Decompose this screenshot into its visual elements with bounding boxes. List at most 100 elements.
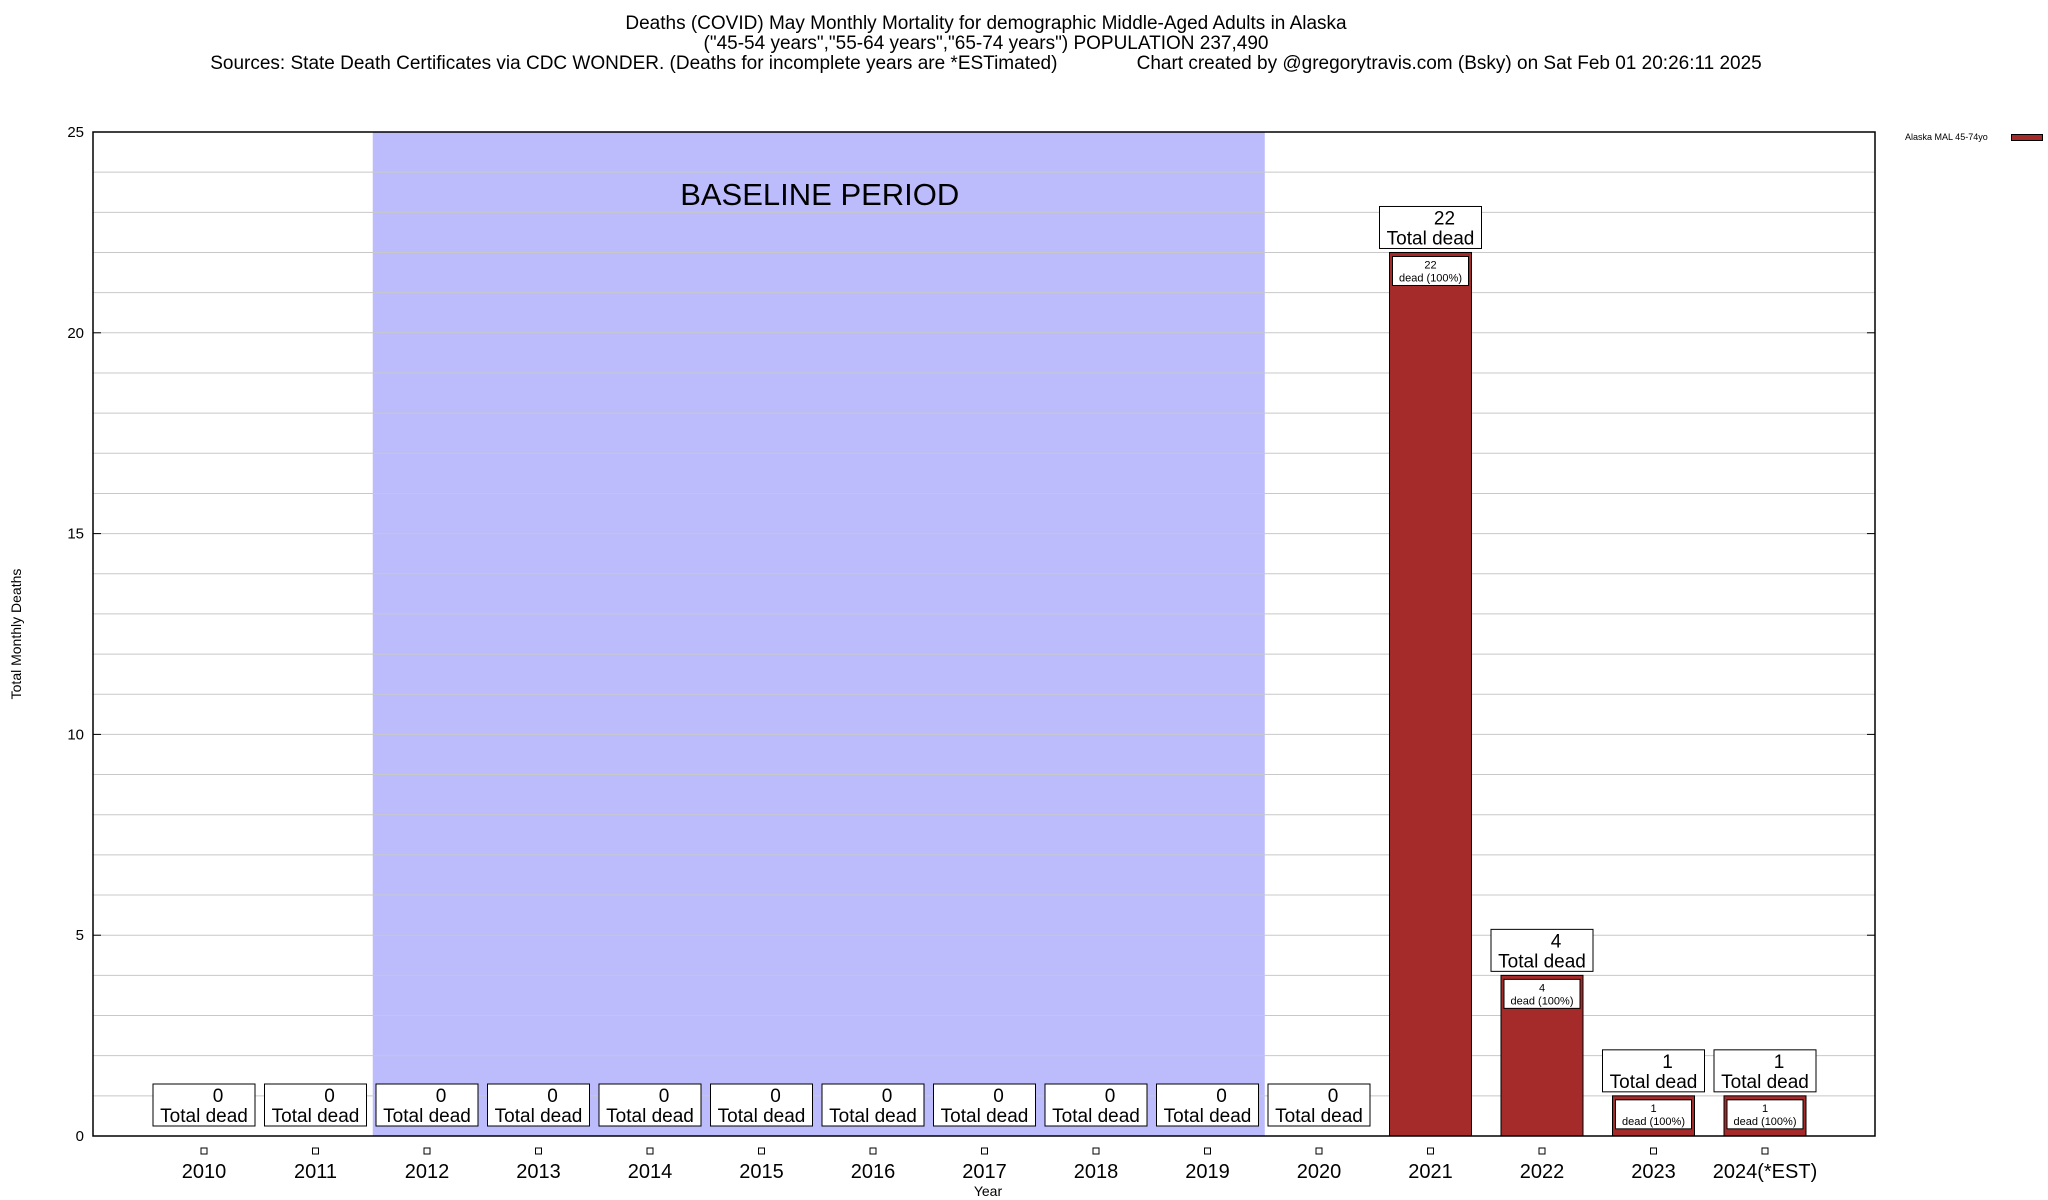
x-tick-label: 2011 [294, 1161, 337, 1183]
chart-title-line-2: ("45-54 years","55-64 years","65-74 year… [703, 33, 1269, 54]
baseline-label: BASELINE PERIOD [680, 177, 959, 212]
y-tick-label: 25 [67, 124, 84, 141]
y-tick-label: 0 [76, 1128, 84, 1145]
x-tick-marker [1761, 1147, 1769, 1155]
inner-label-text: dead (100%) [1511, 995, 1574, 1007]
total-label-text: Total dead [1721, 1072, 1809, 1093]
total-label-box [375, 1083, 479, 1127]
total-label-value: 0 [659, 1086, 670, 1107]
x-tick-marker [1538, 1147, 1546, 1155]
x-tick-marker [1204, 1147, 1211, 1155]
x-tick-label: 2012 [405, 1161, 450, 1183]
x-tick-label: 2015 [739, 1161, 784, 1183]
total-label-box [1490, 928, 1594, 972]
x-tick-marker [200, 1147, 208, 1155]
total-label-text: Total dead [1052, 1106, 1140, 1127]
x-tick-label: 2018 [1074, 1161, 1119, 1183]
x-tick-marker [535, 1147, 542, 1155]
y-axis-title: Total Monthly Deaths [8, 569, 24, 700]
total-label-box [152, 1083, 256, 1127]
x-tick-label: 2013 [516, 1161, 561, 1183]
x-tick-label: 2020 [1297, 1161, 1342, 1183]
x-tick-marker [758, 1147, 765, 1155]
total-label-value: 0 [547, 1086, 558, 1107]
total-label-text: Total dead [1387, 228, 1475, 249]
inner-label-value: 22 [1424, 259, 1436, 271]
y-tick-label: 20 [67, 325, 84, 342]
total-label-value: 0 [1328, 1086, 1339, 1107]
total-label-value: 1 [1774, 1052, 1785, 1073]
total-label-box [1379, 205, 1482, 249]
legend-swatch [2011, 134, 2043, 141]
x-tick-marker [1650, 1147, 1657, 1155]
bar [1389, 251, 1472, 1137]
total-label-text: Total dead [829, 1106, 917, 1127]
total-label-value: 0 [770, 1086, 781, 1107]
x-tick-label: 2014 [628, 1161, 673, 1183]
total-label-text: Total dead [606, 1106, 694, 1127]
total-label-box [1713, 1049, 1817, 1093]
total-label-box [598, 1083, 702, 1127]
x-axis-title: Year [974, 1183, 1003, 1199]
x-tick-label: 2021 [1408, 1161, 1453, 1183]
x-tick-label: 2023 [1631, 1161, 1676, 1183]
y-tick-label: 15 [67, 526, 84, 543]
plot-frame [92, 131, 1876, 1137]
inner-label-value: 4 [1539, 982, 1545, 994]
total-label-box [1044, 1083, 1148, 1127]
total-label-box [1602, 1049, 1705, 1093]
total-label-box [821, 1083, 925, 1127]
total-label-text: Total dead [1610, 1072, 1698, 1093]
x-tick-label: 2017 [962, 1161, 1007, 1183]
legend-label: Alaska MAL 45-74yo [1905, 132, 1988, 142]
inner-label-text: dead (100%) [1622, 1116, 1685, 1128]
total-label-text: Total dead [1164, 1106, 1252, 1127]
x-tick-marker [869, 1147, 877, 1155]
inner-label-box [1726, 1099, 1804, 1130]
x-tick-label: 2019 [1185, 1161, 1230, 1183]
total-label-box [487, 1083, 590, 1127]
chart-title-line-1: Deaths (COVID) May Monthly Mortality for… [625, 13, 1347, 34]
inner-label-box [1392, 255, 1469, 286]
x-tick-label: 2024(*EST) [1713, 1161, 1818, 1183]
total-label-box [933, 1083, 1036, 1127]
total-label-text: Total dead [1275, 1106, 1363, 1127]
total-label-text: Total dead [160, 1106, 248, 1127]
total-label-text: Total dead [941, 1106, 1029, 1127]
total-label-box [1267, 1083, 1371, 1127]
x-tick-marker [1092, 1147, 1100, 1155]
total-label-text: Total dead [495, 1106, 583, 1127]
inner-label-box [1615, 1099, 1692, 1130]
y-tick-label: 10 [67, 726, 84, 743]
baseline-region [372, 132, 1265, 1136]
total-label-box [264, 1083, 367, 1127]
total-label-box [710, 1083, 813, 1127]
total-label-value: 0 [993, 1086, 1004, 1107]
x-tick-marker [646, 1147, 654, 1155]
inner-label-text: dead (100%) [1399, 272, 1462, 284]
x-tick-label: 2010 [182, 1161, 227, 1183]
total-label-box [1156, 1083, 1259, 1127]
chart-title-line-3: Sources: State Death Certificates via CD… [210, 53, 1762, 74]
y-tick-label: 5 [76, 927, 84, 944]
x-tick-label: 2016 [851, 1161, 896, 1183]
total-label-value: 1 [1662, 1052, 1673, 1073]
x-tick-label: 2022 [1520, 1161, 1565, 1183]
total-label-value: 0 [1105, 1086, 1116, 1107]
total-label-text: Total dead [718, 1106, 806, 1127]
inner-label-value: 1 [1650, 1103, 1656, 1115]
x-tick-marker [1427, 1147, 1434, 1155]
x-tick-marker [423, 1147, 431, 1155]
x-tick-marker [1315, 1147, 1323, 1155]
inner-label-box [1503, 978, 1581, 1009]
total-label-value: 0 [1216, 1086, 1227, 1107]
total-label-text: Total dead [272, 1106, 360, 1127]
total-label-value: 0 [324, 1086, 335, 1107]
inner-label-value: 1 [1762, 1103, 1768, 1115]
total-label-value: 4 [1551, 931, 1562, 952]
total-label-value: 0 [882, 1086, 893, 1107]
inner-label-text: dead (100%) [1734, 1116, 1797, 1128]
total-label-text: Total dead [1498, 951, 1586, 972]
total-label-value: 22 [1434, 208, 1455, 229]
